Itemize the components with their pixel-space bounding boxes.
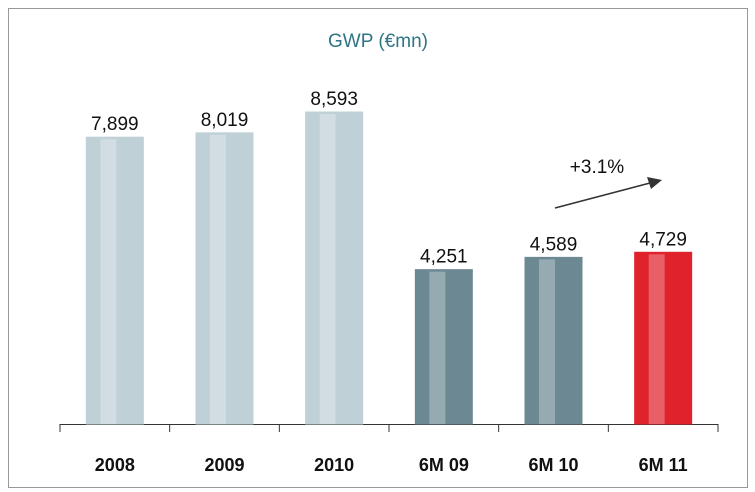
bar-highlight [429,271,446,424]
x-tick-label: 2008 [95,455,135,475]
bar-highlight [648,254,665,424]
bar [634,251,693,425]
bar [305,111,364,425]
value-label: 7,899 [91,114,139,135]
value-label: 4,729 [639,229,687,250]
trend-arrow [554,182,651,209]
bar [195,132,254,425]
value-label: 4,251 [420,247,468,268]
x-tick-label: 6M 11 [639,455,688,475]
chart-title: GWP (€mn) [328,31,428,52]
bar-highlight [319,114,336,424]
x-tick-label: 6M 10 [528,455,578,475]
bar [524,256,583,425]
x-tick-label: 2009 [204,455,244,475]
bar-highlight [100,139,117,424]
x-tick-label: 6M 09 [419,455,469,475]
value-label: 8,593 [310,89,358,110]
value-label: 8,019 [201,110,249,131]
value-label: 4,589 [530,234,578,255]
arrow-head [647,177,662,189]
bar-highlight [210,134,226,424]
bar [414,269,473,425]
annotation: +3.1% [570,157,625,178]
x-tick-label: 2010 [314,455,354,475]
bar-highlight [539,259,555,424]
bar [85,136,144,425]
